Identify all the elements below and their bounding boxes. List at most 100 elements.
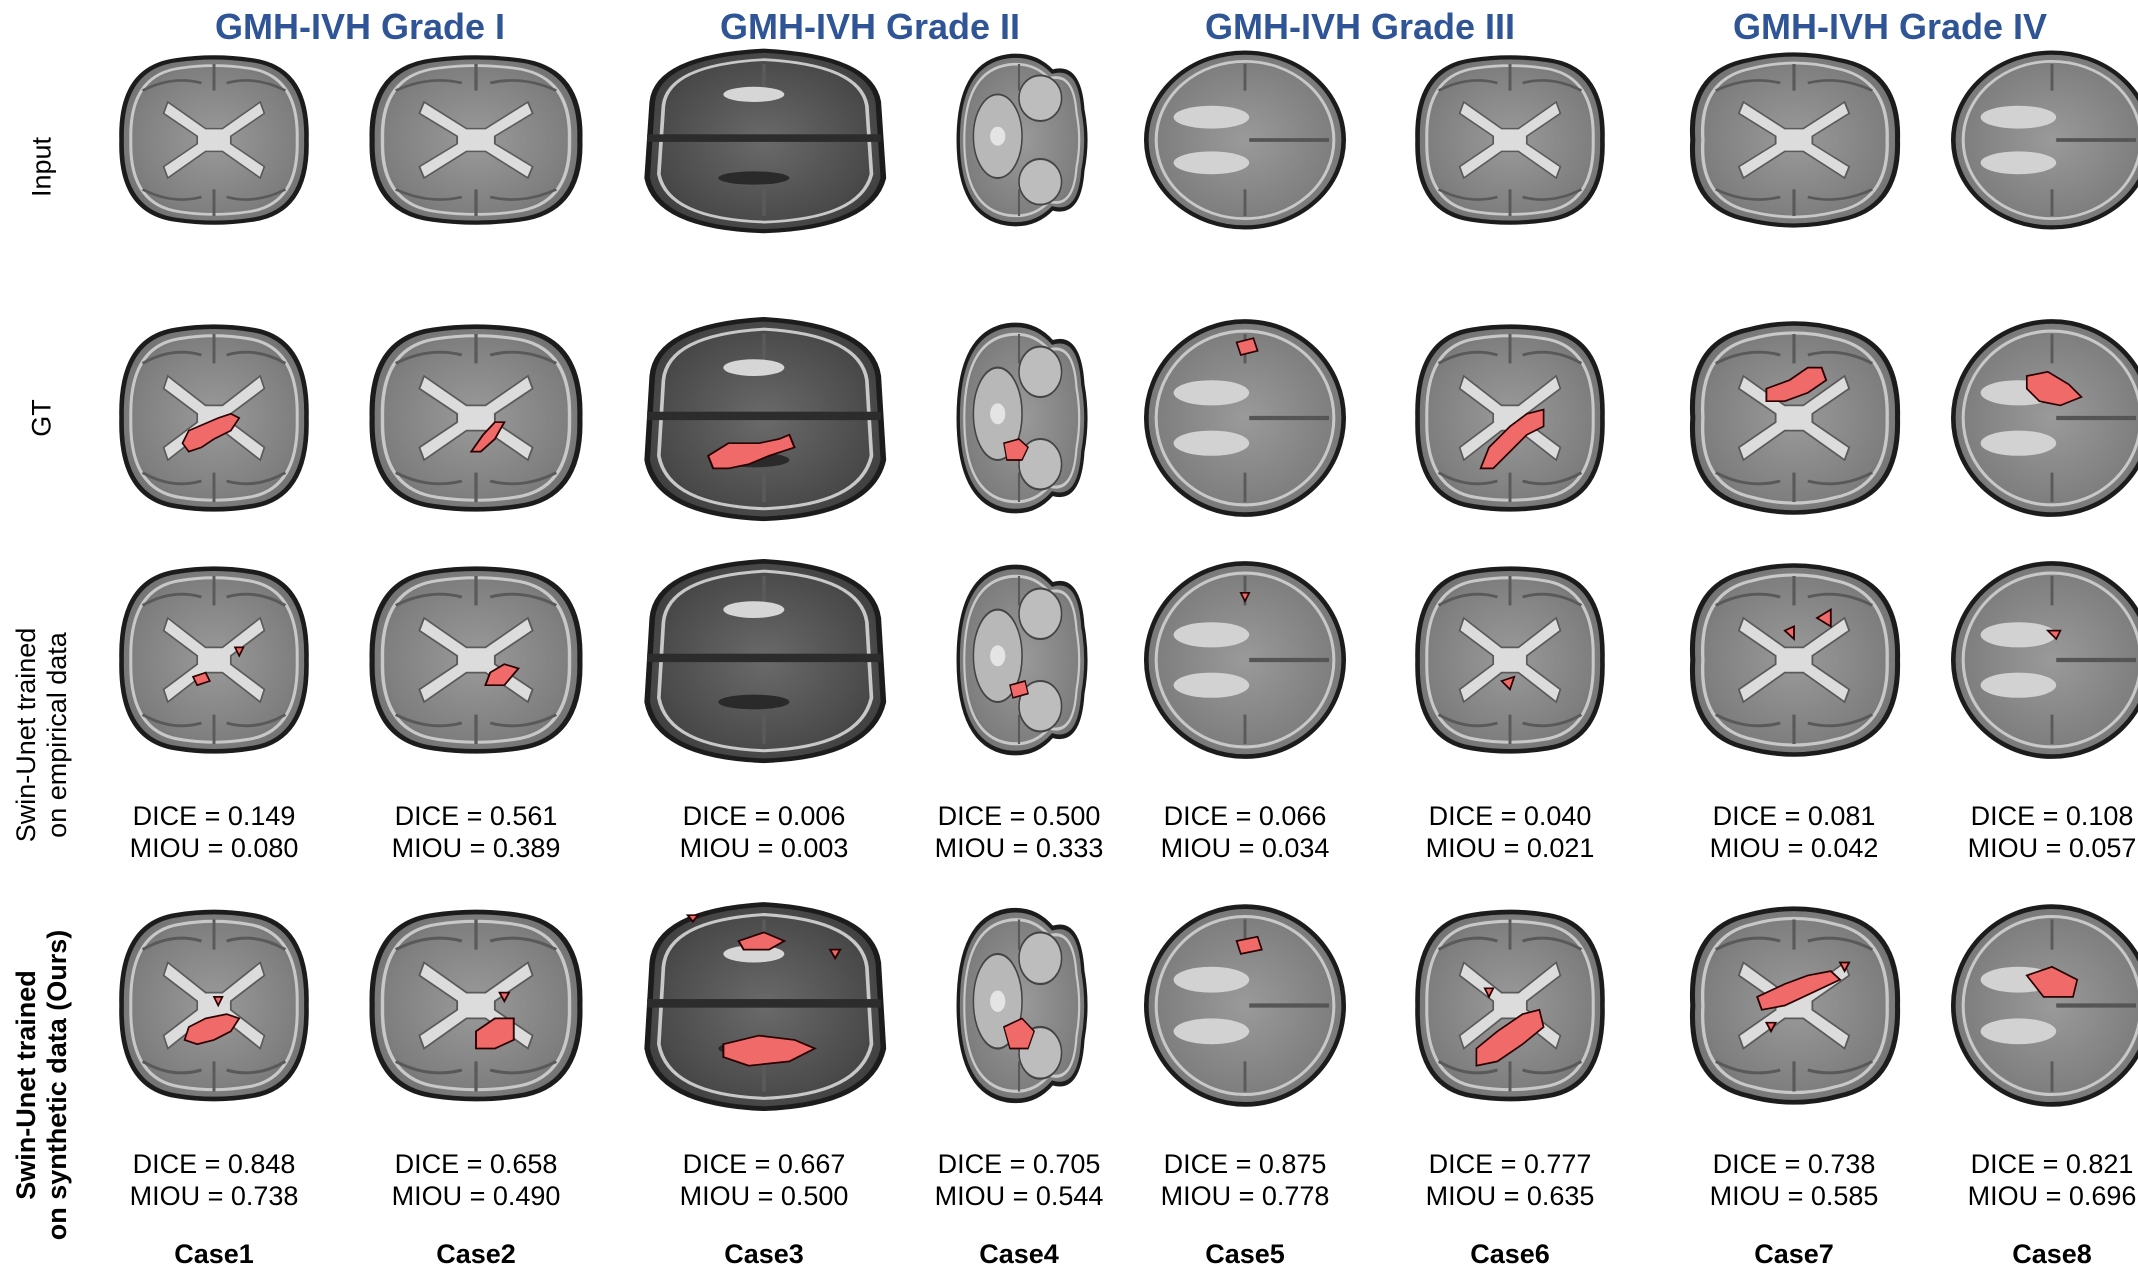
dice-score: DICE = 0.875 bbox=[1163, 1149, 1327, 1179]
miou-score: MIOU = 0.389 bbox=[391, 833, 561, 863]
lesion-mask bbox=[181, 412, 241, 453]
empirical-metrics-case3: DICE = 0.006 MIOU = 0.003 bbox=[654, 800, 874, 864]
brain-slice-r3-case8 bbox=[1951, 561, 2138, 759]
lesion-mask bbox=[2025, 370, 2083, 407]
empirical-metrics-case5: DICE = 0.066 MIOU = 0.034 bbox=[1135, 800, 1355, 864]
brain-slice-r2-case3 bbox=[644, 316, 887, 522]
miou-score: MIOU = 0.057 bbox=[1967, 833, 2137, 863]
brain-slice-r3-case6 bbox=[1415, 566, 1605, 754]
lesion-mask bbox=[722, 1034, 817, 1067]
row-label-input-text: Input bbox=[26, 136, 57, 198]
brain-slice-r2-case5 bbox=[1143, 319, 1347, 517]
dice-score: DICE = 0.848 bbox=[132, 1149, 296, 1179]
brain-slice-r2-case2 bbox=[369, 324, 583, 512]
lesion-mask bbox=[1479, 408, 1545, 470]
row-label-synthetic-line1: Swin-Unet trained bbox=[11, 970, 41, 1200]
brain-slice-r1-case3 bbox=[644, 48, 887, 234]
synthetic-metrics-case4: DICE = 0.705 MIOU = 0.544 bbox=[909, 1148, 1129, 1212]
brain-slice-r1-case8 bbox=[1951, 50, 2138, 230]
synthetic-metrics-case8: DICE = 0.821 MIOU = 0.696 bbox=[1942, 1148, 2138, 1212]
brain-slice-r3-case3 bbox=[644, 558, 887, 764]
lesion-mask bbox=[1764, 1021, 1778, 1033]
brain-slice-r3-case5 bbox=[1143, 561, 1347, 759]
lesion-mask bbox=[212, 995, 224, 1007]
lesion-mask bbox=[1235, 337, 1259, 357]
brain-slice-r1-case1 bbox=[119, 55, 309, 225]
miou-score: MIOU = 0.490 bbox=[391, 1181, 561, 1211]
lesion-mask bbox=[484, 663, 521, 687]
grade-title-4: GMH-IVH Grade IV bbox=[1732, 6, 2048, 47]
dice-score: DICE = 0.561 bbox=[394, 801, 558, 831]
lesion-mask bbox=[2025, 965, 2079, 998]
dice-score: DICE = 0.658 bbox=[394, 1149, 558, 1179]
dice-score: DICE = 0.821 bbox=[1970, 1149, 2134, 1179]
brain-slice-r4-case1 bbox=[119, 909, 309, 1101]
brain-slice-r3-case4 bbox=[956, 564, 1088, 756]
dice-score: DICE = 0.081 bbox=[1712, 801, 1876, 831]
case-label-1: Case1 bbox=[174, 1239, 254, 1269]
brain-slice-r4-case7 bbox=[1689, 905, 1901, 1105]
dice-score: DICE = 0.705 bbox=[937, 1149, 1101, 1179]
lesion-mask bbox=[1765, 366, 1828, 403]
brain-slice-r4-case6 bbox=[1415, 909, 1605, 1101]
row-label-empirical-line1: Swin-Unet trained bbox=[11, 627, 41, 843]
synthetic-metrics-case6: DICE = 0.777 MIOU = 0.635 bbox=[1400, 1148, 1620, 1212]
lesion-mask bbox=[183, 1012, 241, 1045]
brain-slice-r1-case5 bbox=[1143, 50, 1347, 230]
synthetic-metrics-case1: DICE = 0.848 MIOU = 0.738 bbox=[104, 1148, 324, 1212]
brain-slice-r1-case6 bbox=[1415, 55, 1605, 225]
empirical-metrics-case8: DICE = 0.108 MIOU = 0.057 bbox=[1942, 800, 2138, 864]
dice-score: DICE = 0.149 bbox=[132, 801, 296, 831]
synthetic-metrics-case3: DICE = 0.667 MIOU = 0.500 bbox=[654, 1148, 874, 1212]
lesion-mask bbox=[706, 433, 796, 470]
lesion-mask bbox=[1239, 591, 1251, 604]
brain-slice-r4-case5 bbox=[1143, 903, 1347, 1107]
lesion-mask bbox=[1783, 625, 1795, 642]
empirical-metrics-case7: DICE = 0.081 MIOU = 0.042 bbox=[1684, 800, 1904, 864]
lesion-mask bbox=[498, 991, 511, 1003]
lesion-mask bbox=[191, 671, 211, 687]
row-label-empirical-line2: on empirical data bbox=[42, 632, 72, 838]
lesion-mask bbox=[1500, 675, 1516, 691]
lesion-mask bbox=[1756, 969, 1842, 1011]
lesion-mask bbox=[233, 646, 245, 658]
case-label-2: Case2 bbox=[436, 1239, 516, 1269]
miou-score: MIOU = 0.500 bbox=[679, 1181, 849, 1211]
lesion-mask bbox=[685, 913, 700, 923]
brain-slice-r2-case7 bbox=[1689, 321, 1901, 515]
brain-slice-r3-case1 bbox=[119, 566, 309, 754]
miou-score: MIOU = 0.738 bbox=[129, 1181, 299, 1211]
miou-score: MIOU = 0.034 bbox=[1160, 833, 1330, 863]
case-label-4: Case4 bbox=[979, 1239, 1059, 1269]
miou-score: MIOU = 0.003 bbox=[679, 833, 849, 863]
brain-slice-r4-case3 bbox=[644, 901, 887, 1111]
lesion-mask bbox=[1002, 1016, 1035, 1049]
miou-score: MIOU = 0.080 bbox=[129, 833, 299, 863]
brain-slice-r2-case8 bbox=[1951, 319, 2138, 517]
case-label-8: Case8 bbox=[2012, 1239, 2092, 1269]
lesion-mask bbox=[1235, 935, 1263, 955]
miou-score: MIOU = 0.696 bbox=[1967, 1181, 2137, 1211]
case-label-7: Case7 bbox=[1754, 1239, 1834, 1269]
synthetic-metrics-case7: DICE = 0.738 MIOU = 0.585 bbox=[1684, 1148, 1904, 1212]
dice-score: DICE = 0.108 bbox=[1970, 801, 2134, 831]
lesion-mask bbox=[2045, 629, 2062, 641]
synthetic-metrics-case2: DICE = 0.658 MIOU = 0.490 bbox=[366, 1148, 586, 1212]
brain-slice-r3-case2 bbox=[369, 566, 583, 754]
empirical-metrics-case6: DICE = 0.040 MIOU = 0.021 bbox=[1400, 800, 1620, 864]
dice-score: DICE = 0.738 bbox=[1712, 1149, 1876, 1179]
lesion-mask bbox=[1483, 986, 1495, 999]
empirical-metrics-case4: DICE = 0.500 MIOU = 0.333 bbox=[909, 800, 1129, 864]
lesion-mask bbox=[1815, 608, 1832, 628]
miou-score: MIOU = 0.021 bbox=[1425, 833, 1595, 863]
lesion-mask bbox=[475, 1017, 515, 1049]
lesion-mask bbox=[737, 930, 787, 950]
case-label-6: Case6 bbox=[1470, 1239, 1550, 1269]
brain-slice-r4-case4 bbox=[956, 907, 1088, 1103]
row-label-synthetic-line2: on synthetic data (Ours) bbox=[42, 929, 72, 1241]
brain-slice-r4-case8 bbox=[1951, 903, 2138, 1107]
dice-score: DICE = 0.006 bbox=[682, 801, 846, 831]
brain-slice-r1-case7 bbox=[1689, 52, 1901, 228]
grade-title-2: GMH-IVH Grade II bbox=[719, 6, 1021, 47]
